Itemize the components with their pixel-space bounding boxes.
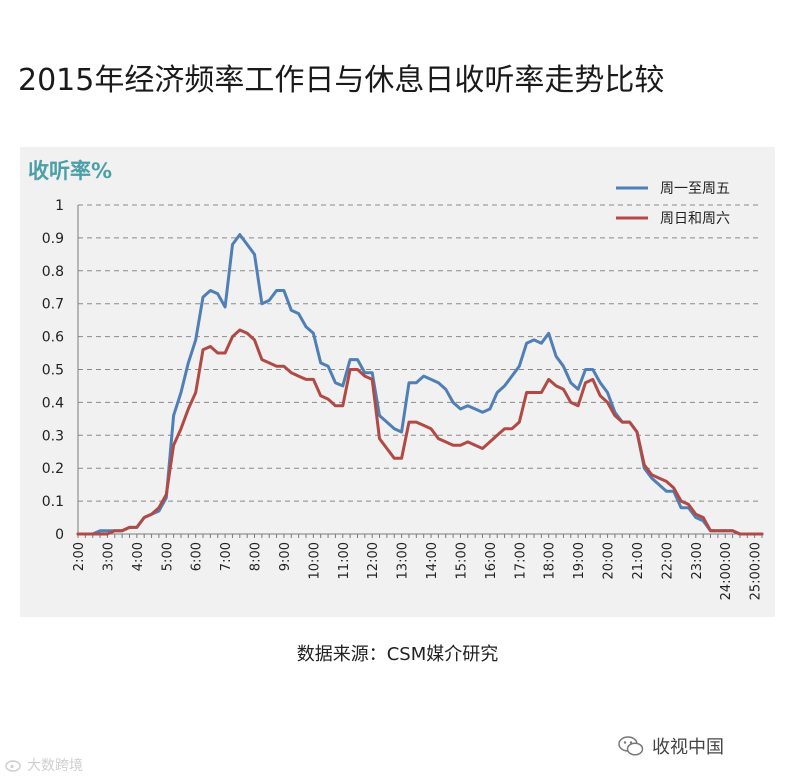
x-tick-label: 14:00 xyxy=(425,542,440,579)
legend-label: 周日和周六 xyxy=(660,211,730,227)
x-tick-label: 13:00 xyxy=(396,542,411,579)
x-tick-label: 22:00 xyxy=(660,542,675,579)
x-tick-label: 9:00 xyxy=(278,542,293,571)
y-tick-label: 0.8 xyxy=(42,264,64,280)
x-tick-label: 15:00 xyxy=(454,542,469,579)
x-tick-label: 25:00:00 xyxy=(749,542,764,600)
x-tick-label: 21:00 xyxy=(631,542,646,579)
x-tick-label: 20:00 xyxy=(602,542,617,579)
x-tick-label: 17:00 xyxy=(513,542,528,579)
brand-text: 收视中国 xyxy=(652,737,724,758)
y-tick-label: 0.5 xyxy=(42,363,64,379)
weibo-icon xyxy=(5,760,21,772)
y-tick-label: 0.6 xyxy=(42,330,64,346)
chart-panel xyxy=(20,147,775,617)
x-tick-label: 11:00 xyxy=(337,542,352,579)
y-tick-label: 0.1 xyxy=(42,494,64,510)
x-tick-label: 2:00 xyxy=(72,542,87,571)
y-tick-label: 0 xyxy=(55,527,64,543)
x-tick-label: 8:00 xyxy=(249,542,264,571)
x-tick-label: 6:00 xyxy=(190,542,205,571)
x-tick-label: 7:00 xyxy=(219,542,234,571)
line-chart: 1 0.9 0.8 0.7 0.6 0.5 0.4 0.3 0.2 0.1 0 2:00 3:00 4:0… xyxy=(42,181,764,600)
y-tick-label: 0.9 xyxy=(42,231,64,247)
y-tick-label: 0.4 xyxy=(42,395,64,411)
wechat-icon xyxy=(618,736,644,756)
y-tick-label: 0.7 xyxy=(42,297,64,313)
x-tick-label: 3:00 xyxy=(101,542,116,571)
legend-label: 周一至周五 xyxy=(660,181,730,197)
x-tick-label: 18:00 xyxy=(543,542,558,579)
x-tick-label: 12:00 xyxy=(366,542,381,579)
x-tick-label: 24:00:00 xyxy=(719,542,734,600)
x-tick-label: 19:00 xyxy=(572,542,587,579)
page-title: 2015年经济频率工作日与休息日收听率走势比较 xyxy=(18,63,665,98)
y-tick-label: 0.3 xyxy=(42,428,64,444)
x-tick-label: 5:00 xyxy=(160,542,175,571)
watermark-text: 大数跨境 xyxy=(27,758,83,774)
y-tick-label: 0.2 xyxy=(42,461,64,477)
x-tick-label: 23:00 xyxy=(690,542,705,579)
watermark: 大数跨境 xyxy=(5,755,83,775)
data-source-note: 数据来源：CSM媒介研究 xyxy=(296,644,499,665)
x-tick-label: 16:00 xyxy=(484,542,499,579)
series-line-1 xyxy=(76,233,764,536)
y-tick-label: 1 xyxy=(55,198,64,214)
x-tick-label: 4:00 xyxy=(131,542,146,571)
series-line-2 xyxy=(76,328,764,536)
brand-label: 收视中国 xyxy=(618,733,724,759)
x-tick-label: 10:00 xyxy=(307,542,322,579)
y-axis-title: 收听率% xyxy=(28,159,113,183)
